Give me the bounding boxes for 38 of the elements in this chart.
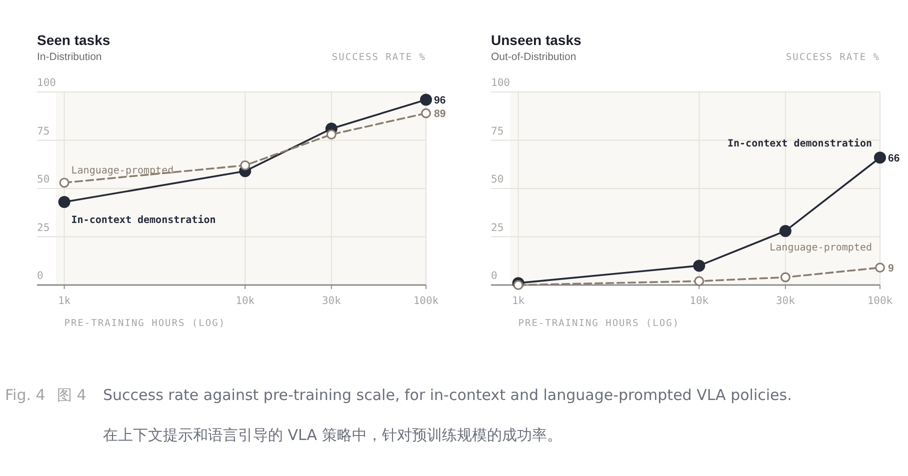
y-tick-label: 50 (491, 174, 504, 186)
caption: Fig. 4 (5, 386, 46, 404)
y-tick-label: 75 (491, 125, 504, 138)
x-axis-title: PRE-TRAINING HOURS (LOG) (518, 318, 680, 329)
text: Success rate against pre-training scale, for in-context and language-prompted VLA policies. (103, 386, 792, 404)
x-tick-label: 10k (690, 295, 710, 307)
x-tick-label: 30k (776, 295, 796, 307)
series-label: In-context demonstration (728, 138, 872, 150)
data-label: 96 (434, 94, 446, 107)
data-label: 89 (434, 108, 446, 120)
y-tick-label: 0 (491, 270, 498, 282)
caption: 图 4 (57, 386, 86, 405)
y-tick-label: 100 (491, 77, 510, 89)
y-tick-label: 25 (491, 222, 504, 234)
text: 在上下文提示和语言引导的 VLA 策略中，针对预训练规模的成功率。 (103, 426, 562, 445)
x-tick-label: 10k (236, 295, 256, 307)
y-axis-title: SUCCESS RATE % (332, 52, 426, 63)
series-label: Language-prompted (770, 242, 872, 254)
chart-subtitle: In-Distribution (37, 51, 102, 63)
x-tick-label: 1k (58, 295, 72, 307)
series-label: Language-prompted (71, 166, 174, 177)
x-tick-label: 30k (322, 295, 342, 307)
x-tick-label: 100k (413, 295, 440, 307)
x-axis-title: PRE-TRAINING HOURS (LOG) (64, 318, 226, 329)
x-tick-label: 100k (867, 295, 894, 307)
x-tick-label: 1k (512, 295, 526, 307)
series-label: In-context demonstration (71, 214, 216, 226)
chart-title: Unseen tasks (491, 32, 582, 48)
y-tick-label: 75 (37, 125, 50, 138)
y-tick-label: 25 (37, 222, 50, 234)
data-label: 66 (888, 152, 900, 165)
y-tick-label: 50 (37, 174, 50, 186)
chart-title: Seen tasks (37, 32, 110, 48)
y-axis-title: SUCCESS RATE % (786, 52, 880, 63)
data-label: 9 (888, 262, 894, 275)
y-tick-label: 0 (37, 270, 44, 282)
y-tick-label: 100 (37, 77, 56, 89)
chart-subtitle: Out-of-Distribution (491, 51, 576, 63)
